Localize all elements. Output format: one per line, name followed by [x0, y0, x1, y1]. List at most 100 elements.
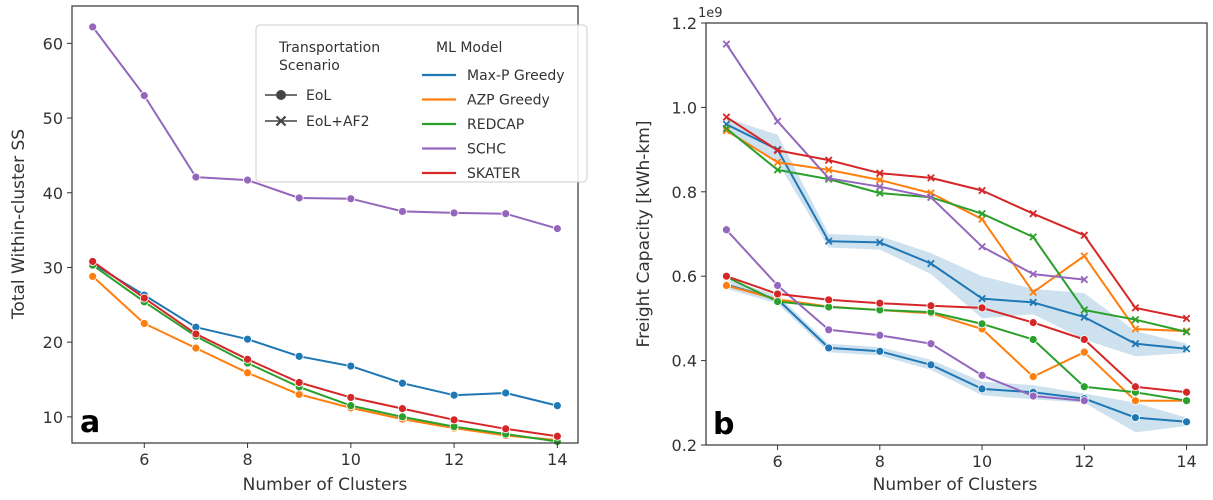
panel-b-point-redcap-eol-af2: [1080, 306, 1089, 314]
panel-b-point-azp-greedy-eol-af2: [773, 158, 782, 167]
panel-b-x-tick-label: 8: [875, 452, 885, 471]
panel-b-point-redcap-eol: [773, 297, 782, 306]
panel-b-point-max-p-greedy-eol: [926, 360, 936, 370]
panel-a-point-schc: [88, 22, 98, 32]
panel-b-label: b: [713, 407, 734, 442]
panel-b-point-skater-eol: [977, 303, 987, 313]
panel-b-point-schc-eol-af2: [773, 117, 782, 126]
panel-b-x-tick-label: 12: [1074, 452, 1094, 471]
legend-label-redcap: REDCAP: [467, 117, 524, 133]
panel-b-point-skater-eol: [875, 298, 885, 308]
legend-eol-circle-marker: [276, 90, 286, 100]
panel-b-point-skater-eol-af2: [773, 146, 782, 155]
panel-a-y-axis-label: Total Within-cluster SS: [9, 129, 29, 320]
panel-b-point-skater-eol: [1131, 382, 1140, 392]
panel-b-series-line-max-p-greedy-eol-af2: [725, 123, 1187, 350]
panel-b-point-max-p-greedy-eol-af2: [1182, 344, 1191, 353]
panel-b-point-azp-greedy-eol-af2: [1080, 252, 1089, 260]
legend-label-skater: SKATER: [467, 166, 521, 182]
panel-b-point-redcap-eol: [1028, 335, 1038, 344]
panel-a-x-axis-label: Number of Clusters: [243, 475, 408, 495]
panel-b-point-schc-eol: [773, 281, 782, 290]
panel-a-point-skater: [294, 378, 304, 387]
panel-a-y-tick-label: 10: [43, 408, 63, 427]
panel-b-series-line-skater-eol: [726, 275, 1187, 394]
panel-b-point-skater-eol-af2: [1080, 231, 1089, 240]
panel-a-x-tick-label: 10: [341, 450, 361, 469]
panel-b-point-azp-greedy-eol: [1028, 372, 1038, 382]
panel-b-scale-label: 1e9: [698, 6, 723, 21]
panel-a-label: a: [80, 405, 100, 440]
panel-a-point-max-p-greedy: [243, 334, 252, 344]
panel-b-point-redcap-eol: [977, 319, 987, 329]
legend-eol-label: EoL: [306, 88, 331, 104]
panel-b-point-max-p-greedy-eol: [875, 346, 885, 356]
panel-b-point-schc-eol: [824, 325, 834, 335]
panel-a-point-schc: [552, 224, 562, 234]
panel-b-point-skater-eol-af2: [722, 113, 731, 121]
panel-b-series-line-skater-eol-af2: [725, 116, 1187, 320]
panel-b-point-schc-eol: [926, 339, 936, 349]
panel-b-x-tick-label: 6: [772, 452, 782, 471]
panel-b-point-schc-eol-af2: [722, 40, 731, 48]
panel-a-point-max-p-greedy: [552, 401, 562, 411]
panel-b-point-azp-greedy-eol-af2: [875, 176, 884, 184]
panel-b-point-azp-greedy-eol-af2: [1029, 288, 1038, 297]
panel-b-point-redcap-eol-af2: [1182, 328, 1191, 336]
panel-a-point-schc: [398, 207, 407, 216]
panel-b-point-schc-eol-af2: [978, 242, 986, 251]
legend-label-max-p-greedy: Max-P Greedy: [467, 68, 565, 84]
panel-a-point-schc: [139, 91, 149, 101]
panel-b-y-tick-label: 0.6: [672, 267, 697, 286]
legend-label-azp-greedy: AZP Greedy: [467, 93, 550, 109]
panel-a-point-schc: [449, 208, 459, 218]
panel-a-point-skater: [88, 257, 98, 266]
panel-a-point-max-p-greedy: [346, 361, 356, 371]
panel-b-point-skater-eol: [1079, 335, 1089, 344]
panel-b-point-max-p-greedy-eol: [1182, 417, 1191, 427]
panel-a-point-max-p-greedy: [398, 378, 407, 388]
panel-a-y-tick-label: 20: [43, 333, 63, 352]
panel-b-point-schc-eol-af2: [1080, 275, 1089, 284]
panel-a-point-azp-greedy: [191, 343, 201, 353]
panel-b-point-redcap-eol-af2: [1131, 315, 1140, 324]
panel-b-plot-frame: [705, 22, 1208, 446]
panel-a-plot-frame: [71, 5, 579, 444]
panel-b-point-skater-eol-af2: [875, 169, 884, 178]
panel-a-point-skater: [191, 329, 201, 339]
panel-a-point-schc: [346, 194, 356, 204]
panel-b-series-line-azp-greedy-eol: [726, 284, 1187, 402]
panel-b-x-axis-label: Number of Clusters: [873, 475, 1038, 495]
panel-a-point-schc: [191, 172, 201, 182]
panel-b-point-azp-greedy-eol-af2: [722, 126, 731, 135]
panel-a-point-redcap: [346, 401, 356, 411]
panel-a-point-skater: [346, 393, 356, 402]
panel-b-point-skater-eol-af2: [1182, 314, 1191, 323]
panel-b-freight-capacity: 6 8 10 12 14 0.2 0.4 0.6 0.8 1.0 1.2 1e9 Number o…: [634, 6, 1208, 495]
panel-b-series-line-schc-eol-af2: [725, 43, 1085, 281]
legend-scenario-title-line-1: Transportation: [278, 40, 380, 56]
panel-b-point-skater-eol-af2: [1029, 209, 1038, 218]
panel-a-series-line-schc: [91, 26, 558, 230]
panel-b-point-schc-eol-af2: [824, 174, 833, 183]
panel-b-point-schc-eol: [1028, 391, 1038, 401]
panel-a-y-tick-label: 50: [43, 109, 63, 128]
panel-b-point-redcap-eol-af2: [1029, 233, 1038, 241]
panel-b-point-schc-eol: [1079, 396, 1089, 406]
panel-a-point-azp-greedy: [243, 368, 252, 378]
panel-a-y-tick-label: 30: [43, 258, 63, 277]
panel-b-point-skater-eol: [722, 271, 731, 281]
panel-b-series-line-max-p-greedy-eol: [726, 283, 1187, 423]
panel-b-point-redcap-eol: [1182, 396, 1191, 406]
panel-b-point-redcap-eol: [1079, 382, 1089, 392]
panel-b-y-axis-label: Freight Capacity [kWh-km]: [634, 121, 654, 348]
panel-b-point-skater-eol: [1028, 318, 1038, 328]
panel-b-y-tick-label: 1.2: [672, 14, 697, 33]
panel-b-point-max-p-greedy-eol-af2: [1080, 313, 1089, 321]
panel-a-point-redcap: [398, 412, 407, 422]
panel-b-x-tick-label: 10: [972, 452, 992, 471]
panel-b-point-skater-eol: [773, 289, 782, 299]
panel-a-total-within-cluster-ss: 6 8 10 12 14 10 20 30 40 50 60 Number of Clusters…: [9, 5, 588, 495]
panel-b-point-max-p-greedy-eol-af2: [875, 238, 884, 247]
